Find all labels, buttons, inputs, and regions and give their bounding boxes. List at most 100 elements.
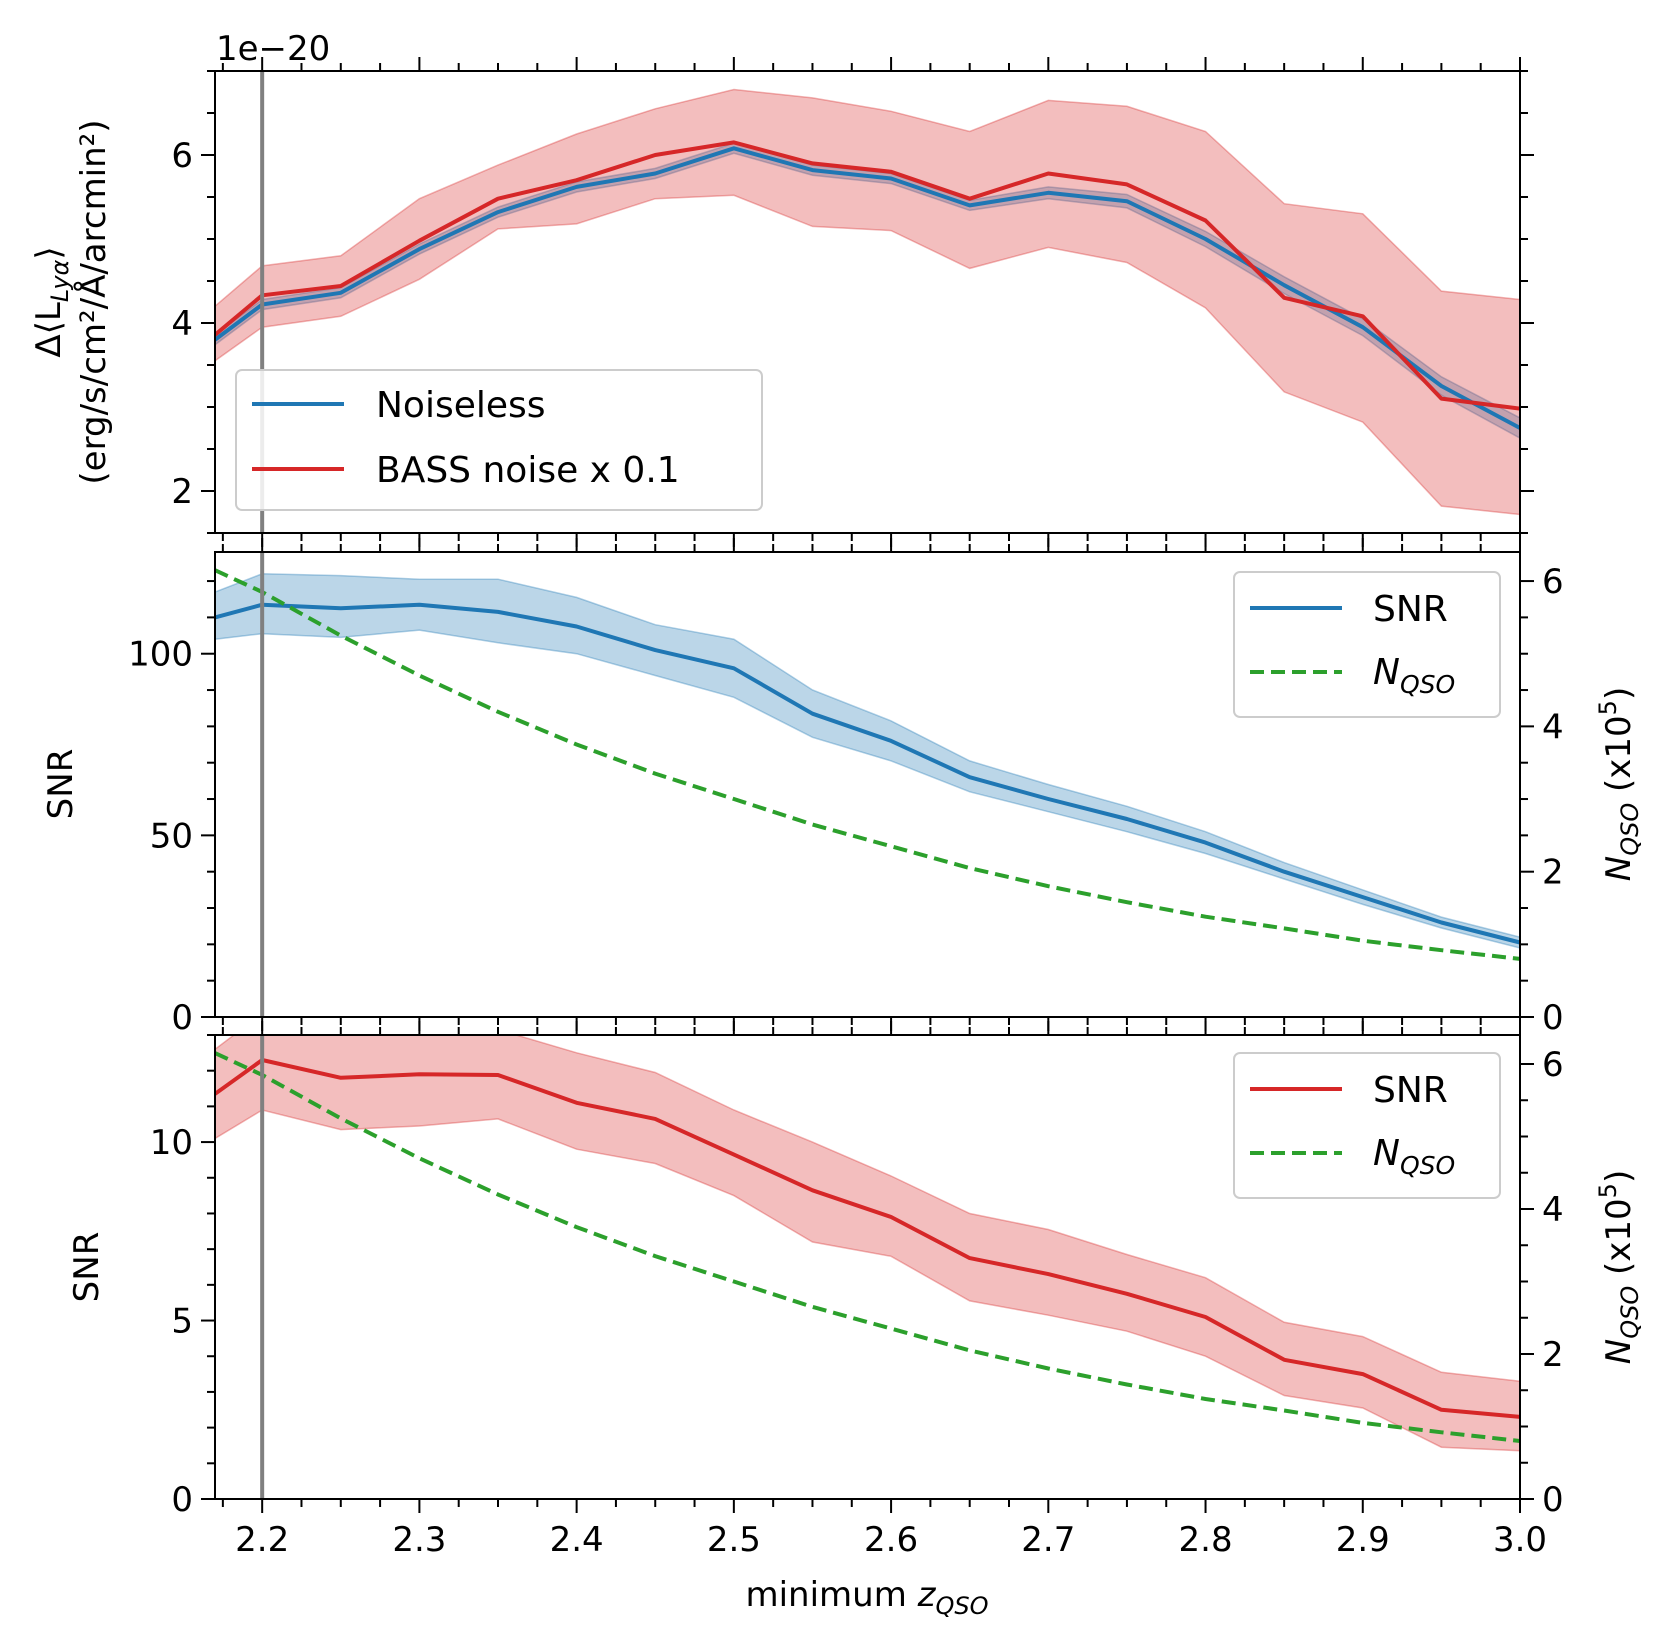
bottom-y2-tick-label: 2 <box>1542 1335 1564 1375</box>
svg-text:NQSO: NQSO <box>1373 652 1455 699</box>
middle-x-ticks <box>221 538 1521 1031</box>
middle-y-tick-label: 0 <box>171 998 193 1038</box>
x-tick-label: 2.5 <box>707 1520 761 1560</box>
bottom-y-tick-label: 0 <box>171 1480 193 1520</box>
top-legend-bass-label: BASS noise x 0.1 <box>376 450 680 491</box>
bottom-panel: 2.2 2.3 2.4 2.5 2.6 2.7 2.8 2.9 3.0 0 5 10 0 2 4 6 SN… <box>67 1021 1644 1560</box>
x-tick-label: 2.3 <box>392 1520 446 1560</box>
bottom-ylabel: SNR <box>67 1232 107 1303</box>
middle-legend-nqso-n: N <box>1373 652 1400 693</box>
middle-plot-frame <box>214 551 1521 1018</box>
top-ylabel-sub: Lyα <box>46 259 74 302</box>
middle-legend-frame <box>1233 571 1501 718</box>
middle-y2-tick-label: 6 <box>1542 562 1564 602</box>
middle-y-ticks: 0 50 100 <box>128 580 215 1038</box>
top-legend-frame <box>235 369 763 511</box>
bottom-y-tick-label: 10 <box>150 1123 193 1163</box>
bottom-lines-layer <box>215 1051 1520 1443</box>
bottom-snr-line <box>215 1058 1520 1419</box>
top-y-tick-label: 2 <box>171 472 193 512</box>
top-legend-noiseless-label: Noiseless <box>376 385 546 426</box>
bottom-n-qso-line <box>215 1051 1520 1443</box>
bottom-bands-layer <box>215 1035 1520 1452</box>
top-ylabel-line1: Δ⟨L <box>29 302 69 358</box>
x-axis-title-text: minimum <box>745 1575 917 1615</box>
middle-bands-layer <box>215 573 1520 949</box>
top-legend: Noiseless BASS noise x 0.1 <box>235 369 763 511</box>
middle-n-qso-line <box>215 568 1520 961</box>
middle-y2-ticks: 0 2 4 6 <box>1520 562 1564 1038</box>
middle-ylabel: SNR <box>41 749 81 820</box>
bottom-legend-nqso-sub: QSO <box>1400 1151 1455 1180</box>
top-noiseless-line <box>215 146 1520 430</box>
bottom-y2-tick-label: 4 <box>1542 1190 1564 1230</box>
bottom-legend: SNR NQSO <box>1233 1052 1501 1199</box>
top-x-ticks <box>221 57 1521 547</box>
bottom-y2-tick-label: 6 <box>1542 1045 1564 1085</box>
svg-text:NQSO (x105): NQSO (x105) <box>1594 1170 1644 1364</box>
top-y-tick-label: 6 <box>171 136 193 176</box>
middle-legend: SNR NQSO <box>1233 571 1501 718</box>
bottom-legend-snr-label: SNR <box>1373 1070 1448 1111</box>
bottom-y2label-sub: QSO <box>1616 1286 1644 1339</box>
x-axis-title: minimum zQSO <box>745 1575 988 1620</box>
top-bass-noise-x-0-1-band <box>215 88 1520 516</box>
middle-y2-tick-label: 2 <box>1542 853 1564 893</box>
top-ylabel-end: ⟩ <box>29 246 69 259</box>
middle-snr-band <box>215 573 1520 949</box>
top-panel: 246 1e−20 Δ⟨LLyα⟩ (erg/s/cm²/Å/arcmin²) … <box>29 29 1534 547</box>
bottom-x-ticks: 2.2 2.3 2.4 2.5 2.6 2.7 2.8 2.9 3.0 <box>221 1021 1547 1560</box>
top-y-axis-title: Δ⟨LLyα⟩ (erg/s/cm²/Å/arcmin²) <box>29 119 114 484</box>
middle-y2label-sup: 5 <box>1594 700 1622 715</box>
x-tick-label: 3.0 <box>1493 1520 1547 1560</box>
x-tick-label: 2.4 <box>550 1520 604 1560</box>
bottom-snr-band <box>215 1035 1520 1452</box>
x-tick-label: 2.8 <box>1179 1520 1233 1560</box>
middle-snr-line <box>215 602 1520 945</box>
top-y-tick-label: 4 <box>171 304 193 344</box>
middle-y-tick-label: 100 <box>128 635 193 675</box>
bottom-legend-nqso-n: N <box>1373 1133 1400 1174</box>
x-tick-label: 2.9 <box>1336 1520 1390 1560</box>
x-tick-label: 2.2 <box>235 1520 289 1560</box>
bottom-y2-ticks: 0 2 4 6 <box>1520 1045 1564 1520</box>
middle-y2-tick-label: 4 <box>1542 707 1564 747</box>
bottom-legend-frame <box>1233 1052 1501 1199</box>
top-noiseless-band <box>215 142 1520 439</box>
middle-lines-layer <box>215 568 1520 961</box>
top-bass-noise-x-0-1-line <box>215 140 1520 411</box>
middle-y2label-n: N <box>1599 856 1639 881</box>
top-y-ticks: 2 4 6 <box>171 70 1534 534</box>
x-tick-label: 2.6 <box>864 1520 918 1560</box>
top-lines-layer <box>215 140 1520 430</box>
top-bands-layer <box>215 88 1520 516</box>
bottom-plot-frame <box>214 1034 1521 1500</box>
bottom-y2label-n: N <box>1599 1339 1639 1364</box>
bottom-y-ticks: 0 5 10 <box>150 1034 215 1520</box>
middle-y2label-close: ) <box>1599 687 1639 700</box>
x-axis-title-z: z <box>917 1575 937 1615</box>
top-offset-text: 1e−20 <box>216 29 330 69</box>
svg-text:Δ⟨LLyα⟩: Δ⟨LLyα⟩ <box>29 246 74 357</box>
bottom-y-tick-label: 5 <box>171 1302 193 1342</box>
bottom-y2label-sup: 5 <box>1594 1183 1622 1198</box>
middle-y2label-end: (x10 <box>1599 715 1639 802</box>
middle-y2label-sub: QSO <box>1616 803 1644 856</box>
x-axis-title-sub: QSO <box>936 1592 989 1620</box>
bottom-y2label-end: (x10 <box>1599 1198 1639 1285</box>
middle-legend-snr-label: SNR <box>1373 589 1448 630</box>
top-ylabel-line2: (erg/s/cm²/Å/arcmin²) <box>73 119 114 484</box>
bottom-y2-tick-label: 0 <box>1542 1480 1564 1520</box>
middle-legend-nqso-sub: QSO <box>1400 670 1455 699</box>
bottom-y2label-close: ) <box>1599 1170 1639 1183</box>
middle-y-tick-label: 50 <box>150 816 193 856</box>
x-tick-label: 2.7 <box>1021 1520 1075 1560</box>
middle-y2-tick-label: 0 <box>1542 998 1564 1038</box>
svg-text:NQSO (x105): NQSO (x105) <box>1594 687 1644 881</box>
top-plot-frame <box>214 70 1521 534</box>
bottom-y2-axis-title: NQSO (x105) <box>1594 1170 1644 1364</box>
svg-text:NQSO: NQSO <box>1373 1133 1455 1180</box>
middle-y2-axis-title: NQSO (x105) <box>1594 687 1644 881</box>
